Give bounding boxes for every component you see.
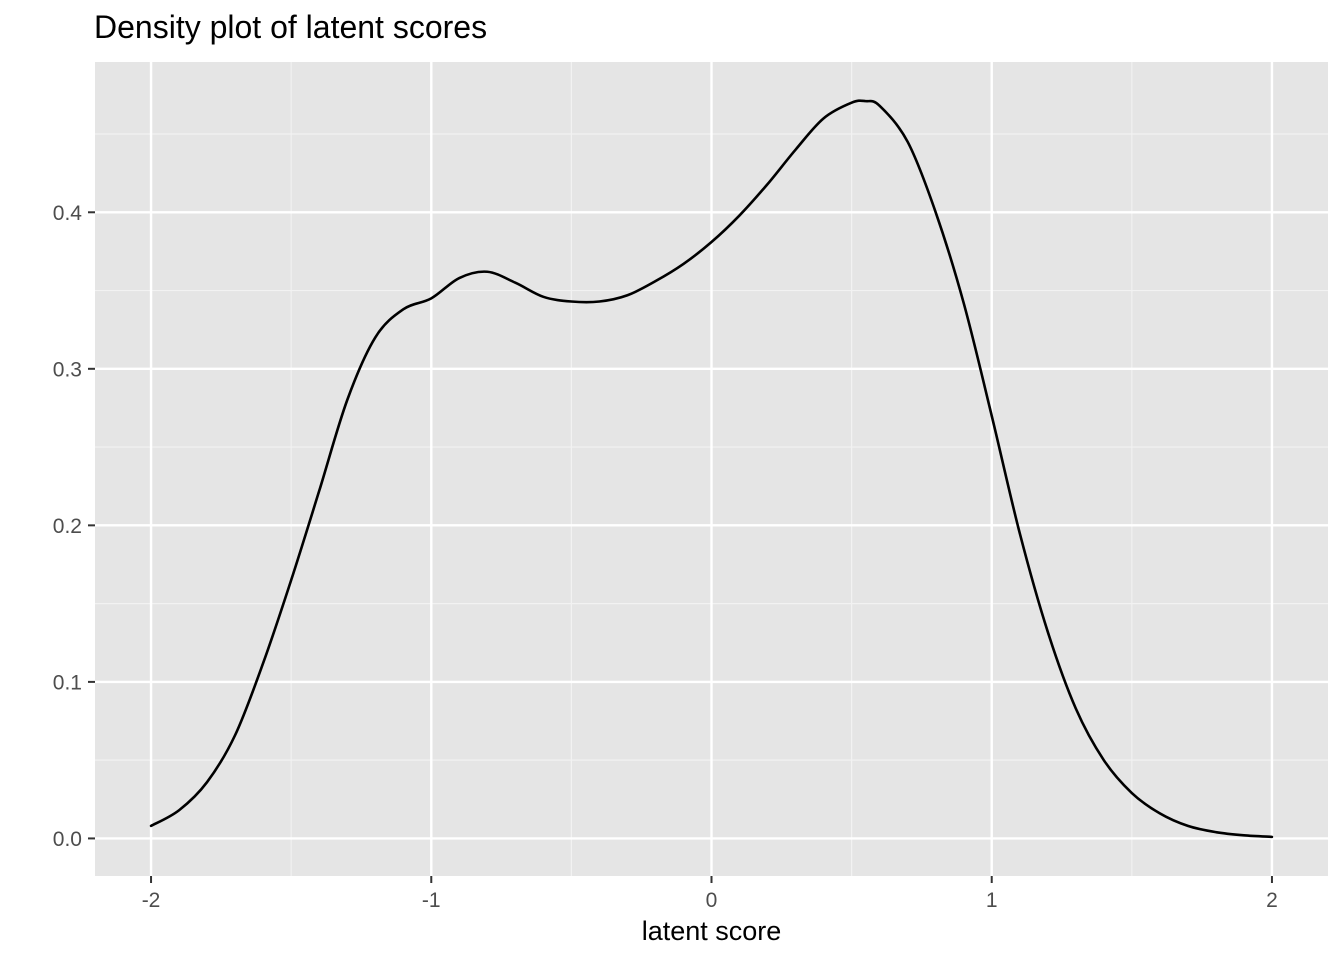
x-axis-ticks: -2 -1 0 1 2 bbox=[142, 876, 1278, 912]
y-tick-label: 0.0 bbox=[53, 828, 82, 851]
x-tick-label: 1 bbox=[986, 889, 998, 912]
x-tick-label: -1 bbox=[422, 889, 441, 912]
x-tick-label: -2 bbox=[142, 889, 161, 912]
chart-title: Density plot of latent scores bbox=[94, 9, 487, 45]
y-axis-ticks: 0.0 0.1 0.2 0.3 0.4 bbox=[53, 202, 95, 851]
y-tick-label: 0.3 bbox=[53, 358, 82, 381]
y-tick-label: 0.4 bbox=[53, 202, 83, 225]
density-curve bbox=[149, 99, 1274, 839]
x-axis-label: latent score bbox=[642, 916, 782, 946]
x-tick-label: 0 bbox=[706, 889, 718, 912]
major-gridlines bbox=[95, 62, 1328, 876]
y-tick-label: 0.1 bbox=[53, 671, 82, 694]
x-tick-label: 2 bbox=[1266, 889, 1278, 912]
y-tick-label: 0.2 bbox=[53, 515, 82, 538]
